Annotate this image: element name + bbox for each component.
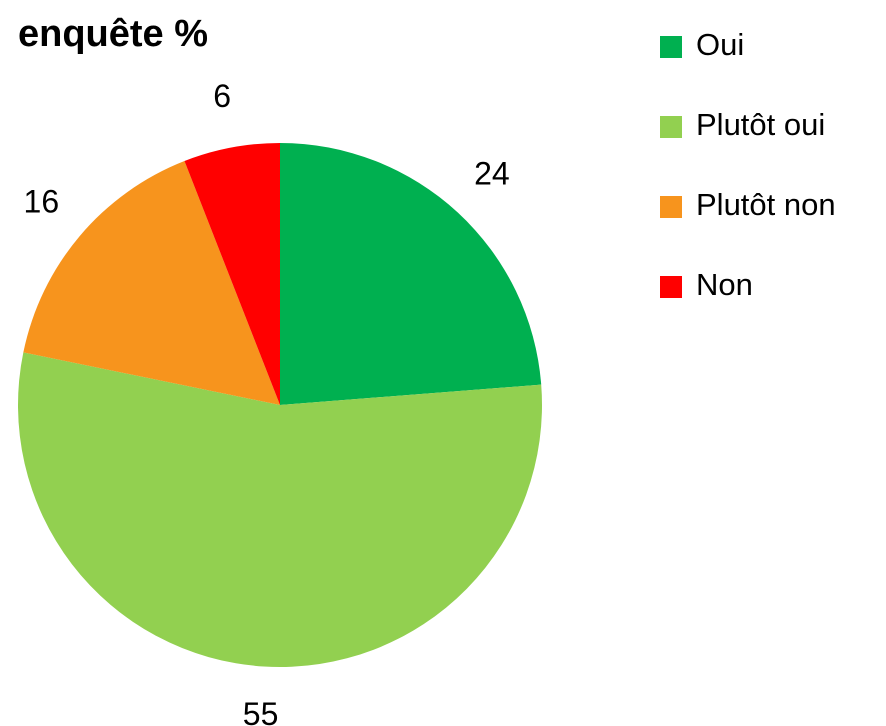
data-label: 55 — [243, 696, 279, 726]
data-label: 24 — [474, 155, 510, 191]
legend-swatch — [660, 196, 682, 218]
pie-slice — [17, 352, 542, 667]
legend-swatch — [660, 276, 682, 298]
legend-label: Plutôt oui — [696, 107, 825, 142]
legend-label: Oui — [696, 27, 744, 62]
legend-swatch — [660, 36, 682, 58]
legend-label: Non — [696, 267, 753, 302]
pie-slice — [184, 143, 280, 405]
pie-slice — [280, 143, 542, 405]
legend-label: Plutôt non — [696, 187, 836, 222]
data-label: 6 — [213, 78, 231, 114]
legend-swatch — [660, 116, 682, 138]
pie-slice — [23, 161, 280, 405]
chart-title: enquête % — [18, 13, 208, 55]
data-label: 16 — [24, 183, 60, 219]
